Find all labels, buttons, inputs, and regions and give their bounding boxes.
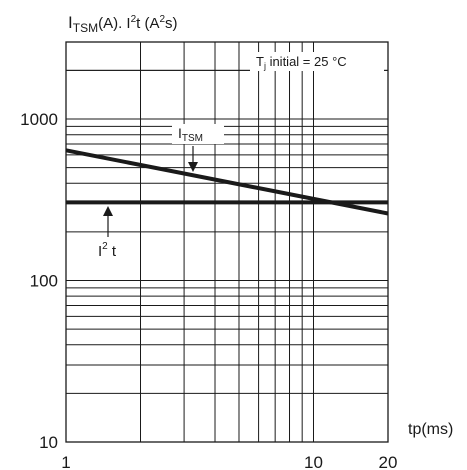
y-tick-label: 100 xyxy=(30,272,58,291)
y-title-i: I xyxy=(68,13,73,32)
itsm-sub: TSM xyxy=(182,133,203,144)
x-axis-title: tp(ms) xyxy=(408,421,453,438)
y-title-sup2b: 2 xyxy=(159,14,165,25)
i2t-label-bg xyxy=(94,239,130,261)
y-title-s: s) xyxy=(165,15,178,32)
condition-label: Tj initial = 25 °C xyxy=(256,54,347,71)
y-tick-label: 10 xyxy=(39,433,58,452)
condition-text: initial = 25 °C xyxy=(266,54,347,69)
y-tick-label: 1000 xyxy=(20,110,58,129)
y-axis-title: ITSM(A). I2t (A2s) xyxy=(68,13,178,35)
series-label-itsm: ITSM xyxy=(178,125,203,144)
itsm-label-bg xyxy=(172,124,224,144)
x-tick-label: 1 xyxy=(61,453,70,470)
i2t-sup: 2 xyxy=(102,241,108,252)
series-group xyxy=(65,148,389,216)
series-label-i2t: I2 t xyxy=(98,241,117,260)
condition-t: T xyxy=(256,54,264,69)
i2t-arrow-head xyxy=(103,206,113,216)
x-tick-label: 10 xyxy=(304,453,323,470)
y-title-t: t (A xyxy=(136,15,159,32)
x-tick-label: 20 xyxy=(379,453,398,470)
y-title-tsm: TSM xyxy=(73,21,98,35)
i2t-i: I xyxy=(98,243,102,260)
itsm-arrow-head xyxy=(188,162,198,172)
condition-box xyxy=(250,52,384,71)
condition-j: j xyxy=(263,61,266,71)
i2t-t: t xyxy=(108,243,117,260)
y-title-amps: (A). I xyxy=(98,15,131,32)
itsm-i: I xyxy=(178,125,182,141)
plot-frame xyxy=(65,41,389,443)
y-title-sup2: 2 xyxy=(131,14,137,25)
